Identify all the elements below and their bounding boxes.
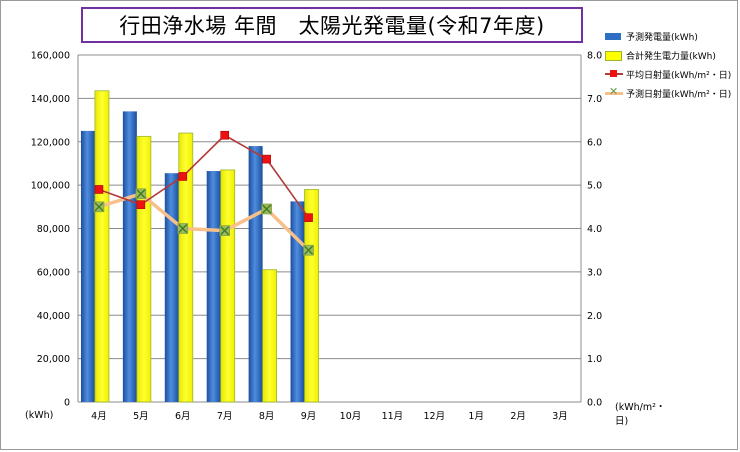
legend-swatch-blue-bar <box>605 31 623 41</box>
bar-total-generation <box>262 269 278 403</box>
x-tick-label: 11月 <box>382 411 404 422</box>
y-left-tick-label: 120,000 <box>31 137 70 148</box>
y-left-unit-label: (kWh) <box>25 410 53 421</box>
legend-label: 平均日射量(kWh/m²・日) <box>626 70 732 81</box>
legend-swatch-orange-line: ✕ <box>605 85 623 98</box>
line-average-irradiance <box>98 134 310 219</box>
marker-average-irradiance <box>220 130 230 140</box>
marker-average-irradiance <box>262 154 271 164</box>
marker-predicted-irradiance-x <box>94 202 104 212</box>
bar-total-generation <box>136 135 152 403</box>
marker-average-irradiance <box>136 200 146 209</box>
marker-average-irradiance <box>178 172 188 181</box>
x-tick-label: 6月 <box>175 411 191 422</box>
chart-legend: 予測発電量(kWh) 合計発生電力量(kWh) 平均日射量(kWh/m²・日) … <box>605 27 739 103</box>
y-right-tick-label: 8.0 <box>587 51 602 62</box>
legend-swatch-yellow-bar <box>605 50 623 61</box>
bar-predicted-generation <box>290 201 305 402</box>
y-right-tick-label: 4.0 <box>587 224 602 235</box>
marker-predicted-irradiance-x <box>178 224 188 233</box>
y-left-tick-label: 100,000 <box>31 181 70 192</box>
bar-total-generation <box>178 132 194 403</box>
x-tick-label: 7月 <box>217 411 233 422</box>
marker-predicted-irradiance-x <box>220 226 230 236</box>
legend-label: 予測発電量(kWh) <box>626 32 698 43</box>
marker-predicted-irradiance-x <box>262 204 272 214</box>
legend-swatch-red-line <box>605 69 623 79</box>
x-tick-label: 8月 <box>259 411 275 422</box>
y-left-tick-label: 0 <box>64 398 70 409</box>
y-right-tick-label: 3.0 <box>587 267 602 278</box>
y-left-tick-label: 160,000 <box>31 51 70 62</box>
y-right-unit-label: (kWh/m²・ <box>615 402 665 413</box>
bar-predicted-generation <box>122 111 137 402</box>
bar-total-generation <box>304 189 319 403</box>
y-left-tick-label: 20,000 <box>37 354 70 365</box>
bar-predicted-generation <box>206 171 221 402</box>
chart-title: 行田浄水場 年間 太陽光発電量(令和7年度) <box>81 7 583 43</box>
y-right-tick-label: 7.0 <box>587 94 602 105</box>
x-tick-label: 2月 <box>510 411 526 422</box>
legend-item-predicted-irradiance: ✕ 予測日射量(kWh/m²・日) <box>605 84 739 102</box>
bar-predicted-generation <box>164 173 179 402</box>
x-tick-label: 3月 <box>552 411 568 422</box>
x-tick-label: 12月 <box>423 411 445 422</box>
y-left-tick-label: 80,000 <box>37 224 70 235</box>
bar-predicted-generation <box>248 146 263 402</box>
bar-total-generation <box>94 90 110 403</box>
marker-average-irradiance <box>94 185 104 194</box>
marker-predicted-irradiance-x <box>136 189 146 199</box>
legend-label: 合計発生電力量(kWh) <box>626 51 716 62</box>
bar-predicted-generation <box>80 130 95 402</box>
marker-average-irradiance <box>304 213 313 222</box>
x-tick-label: 10月 <box>340 411 362 422</box>
x-tick-label: 1月 <box>468 411 484 422</box>
line-predicted-irradiance <box>98 192 310 252</box>
y-right-unit-label: 日) <box>615 416 628 427</box>
legend-label: 予測日射量(kWh/m²・日) <box>626 89 732 100</box>
y-right-tick-label: 5.0 <box>587 181 602 192</box>
bar-total-generation <box>220 169 236 403</box>
x-tick-label: 4月 <box>91 411 107 422</box>
y-left-tick-label: 40,000 <box>37 311 70 322</box>
y-right-tick-label: 0.0 <box>587 398 602 409</box>
marker-predicted-irradiance-x <box>304 245 314 255</box>
legend-item-predicted-generation: 予測発電量(kWh) <box>605 27 739 45</box>
y-right-tick-label: 1.0 <box>587 354 602 365</box>
y-right-tick-label: 2.0 <box>587 311 602 322</box>
x-tick-label: 9月 <box>301 411 317 422</box>
legend-item-total-generation: 合計発生電力量(kWh) <box>605 46 739 64</box>
y-right-tick-label: 6.0 <box>587 137 602 148</box>
y-left-tick-label: 60,000 <box>37 267 70 278</box>
x-tick-label: 5月 <box>133 411 149 422</box>
legend-item-average-irradiance: 平均日射量(kWh/m²・日) <box>605 65 739 83</box>
y-left-tick-label: 140,000 <box>31 94 70 105</box>
